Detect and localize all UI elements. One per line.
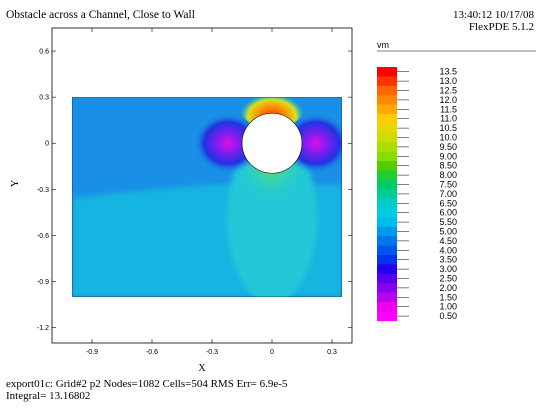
legend-swatch <box>377 161 397 171</box>
y-tick-label: -0.9 <box>37 279 49 286</box>
x-tick-label: -0.3 <box>206 349 218 356</box>
legend-level-label: 10.0 <box>439 133 457 143</box>
legend-level-label: 12.0 <box>439 95 457 105</box>
legend-level-label: 7.50 <box>439 180 457 190</box>
legend-level-label: 13.5 <box>439 67 457 77</box>
legend-level-label: 0.50 <box>439 311 457 321</box>
legend-swatch <box>377 217 397 228</box>
legend-swatch <box>377 208 397 218</box>
legend-level-label: 2.00 <box>439 283 457 293</box>
legend-level-label: 3.50 <box>439 255 457 265</box>
y-tick-label: 0.6 <box>39 49 49 56</box>
legend-level-label: 9.00 <box>439 151 457 161</box>
obstacle <box>241 112 303 174</box>
x-axis-label: X <box>198 363 206 374</box>
legend-swatch <box>377 76 397 87</box>
x-tick-label: 0.3 <box>327 349 337 356</box>
legend-variable: vm <box>377 40 389 50</box>
version-label: FlexPDE 5.1.2 <box>468 21 534 33</box>
x-tick-label: -0.6 <box>146 349 158 356</box>
legend-swatch <box>377 114 397 124</box>
y-tick-label: -1.2 <box>37 325 49 332</box>
legend-swatch <box>377 273 397 284</box>
plot-frame <box>51 27 353 344</box>
legend-level-label: 6.50 <box>439 198 457 208</box>
legend-swatch <box>377 179 397 190</box>
legend-level-label: 5.50 <box>439 217 457 227</box>
legend-swatch <box>377 283 397 293</box>
legend-swatch <box>377 311 397 322</box>
legend-level-label: 11.0 <box>440 114 457 124</box>
legend-level-label: 10.5 <box>439 123 457 133</box>
legend-swatch <box>377 132 397 143</box>
legend-swatch <box>377 226 397 237</box>
integral-line: Integral= 13.16802 <box>6 390 91 402</box>
legend-swatch <box>377 292 397 303</box>
legend-swatch <box>377 302 397 312</box>
left-lobe <box>194 113 262 174</box>
legend-level-label: 6.00 <box>439 208 457 218</box>
legend-level-label: 8.00 <box>439 170 457 180</box>
legend-level-label: 13.0 <box>439 76 457 86</box>
plot-title: Obstacle across a Channel, Close to Wall <box>6 9 195 21</box>
legend-swatch <box>377 104 397 115</box>
legend-level-label: 9.50 <box>439 142 457 152</box>
legend-swatch <box>377 264 397 275</box>
timestamp: 13:40:12 10/17/08 <box>453 9 534 21</box>
axes: -0.9 -0.6 -0.3 0 0.3 0.6 0.3 0 -0.3 -0.6 -0.9 -1.2 X… <box>10 28 352 374</box>
legend-level-label: 8.50 <box>439 161 457 171</box>
legend-swatch <box>377 255 397 265</box>
legend-swatch <box>377 123 397 134</box>
legend-level-label: 12.5 <box>439 86 457 96</box>
field-contours <box>72 97 342 297</box>
y-tick-label: -0.6 <box>37 233 49 240</box>
legend-level-label: 4.50 <box>439 236 457 246</box>
color-legend: vm 13.513.012.512.011.511.010.510.09.509.… <box>377 40 536 322</box>
legend-swatch <box>377 85 397 96</box>
legend-swatch <box>377 170 397 181</box>
x-tick-label: -0.9 <box>86 349 98 356</box>
x-tick-label: 0 <box>270 349 274 356</box>
legend-level-label: 4.00 <box>439 245 457 255</box>
legend-swatch <box>377 198 397 209</box>
legend-level-label: 5.00 <box>439 227 457 237</box>
legend-level-label: 2.50 <box>439 274 457 284</box>
y-tick-label: 0.3 <box>39 95 49 102</box>
legend-level-label: 11.5 <box>440 104 457 114</box>
legend-swatch <box>377 67 397 77</box>
legend-level-label: 1.00 <box>439 302 457 312</box>
legend-level-label: 3.00 <box>439 264 457 274</box>
legend-swatch <box>377 236 397 246</box>
legend-swatch <box>377 95 397 105</box>
legend-swatch <box>377 189 397 199</box>
legend-level-label: 1.50 <box>439 292 457 302</box>
legend-swatch <box>377 245 397 256</box>
legend-swatch <box>377 142 397 152</box>
y-axis-label: Y <box>10 180 21 187</box>
legend-swatch <box>377 151 397 162</box>
stats-line: export01c: Grid#2 p2 Nodes=1082 Cells=50… <box>6 378 288 390</box>
y-tick-label: -0.3 <box>37 187 49 194</box>
legend-level-label: 7.00 <box>439 189 457 199</box>
y-tick-label: 0 <box>45 141 49 148</box>
